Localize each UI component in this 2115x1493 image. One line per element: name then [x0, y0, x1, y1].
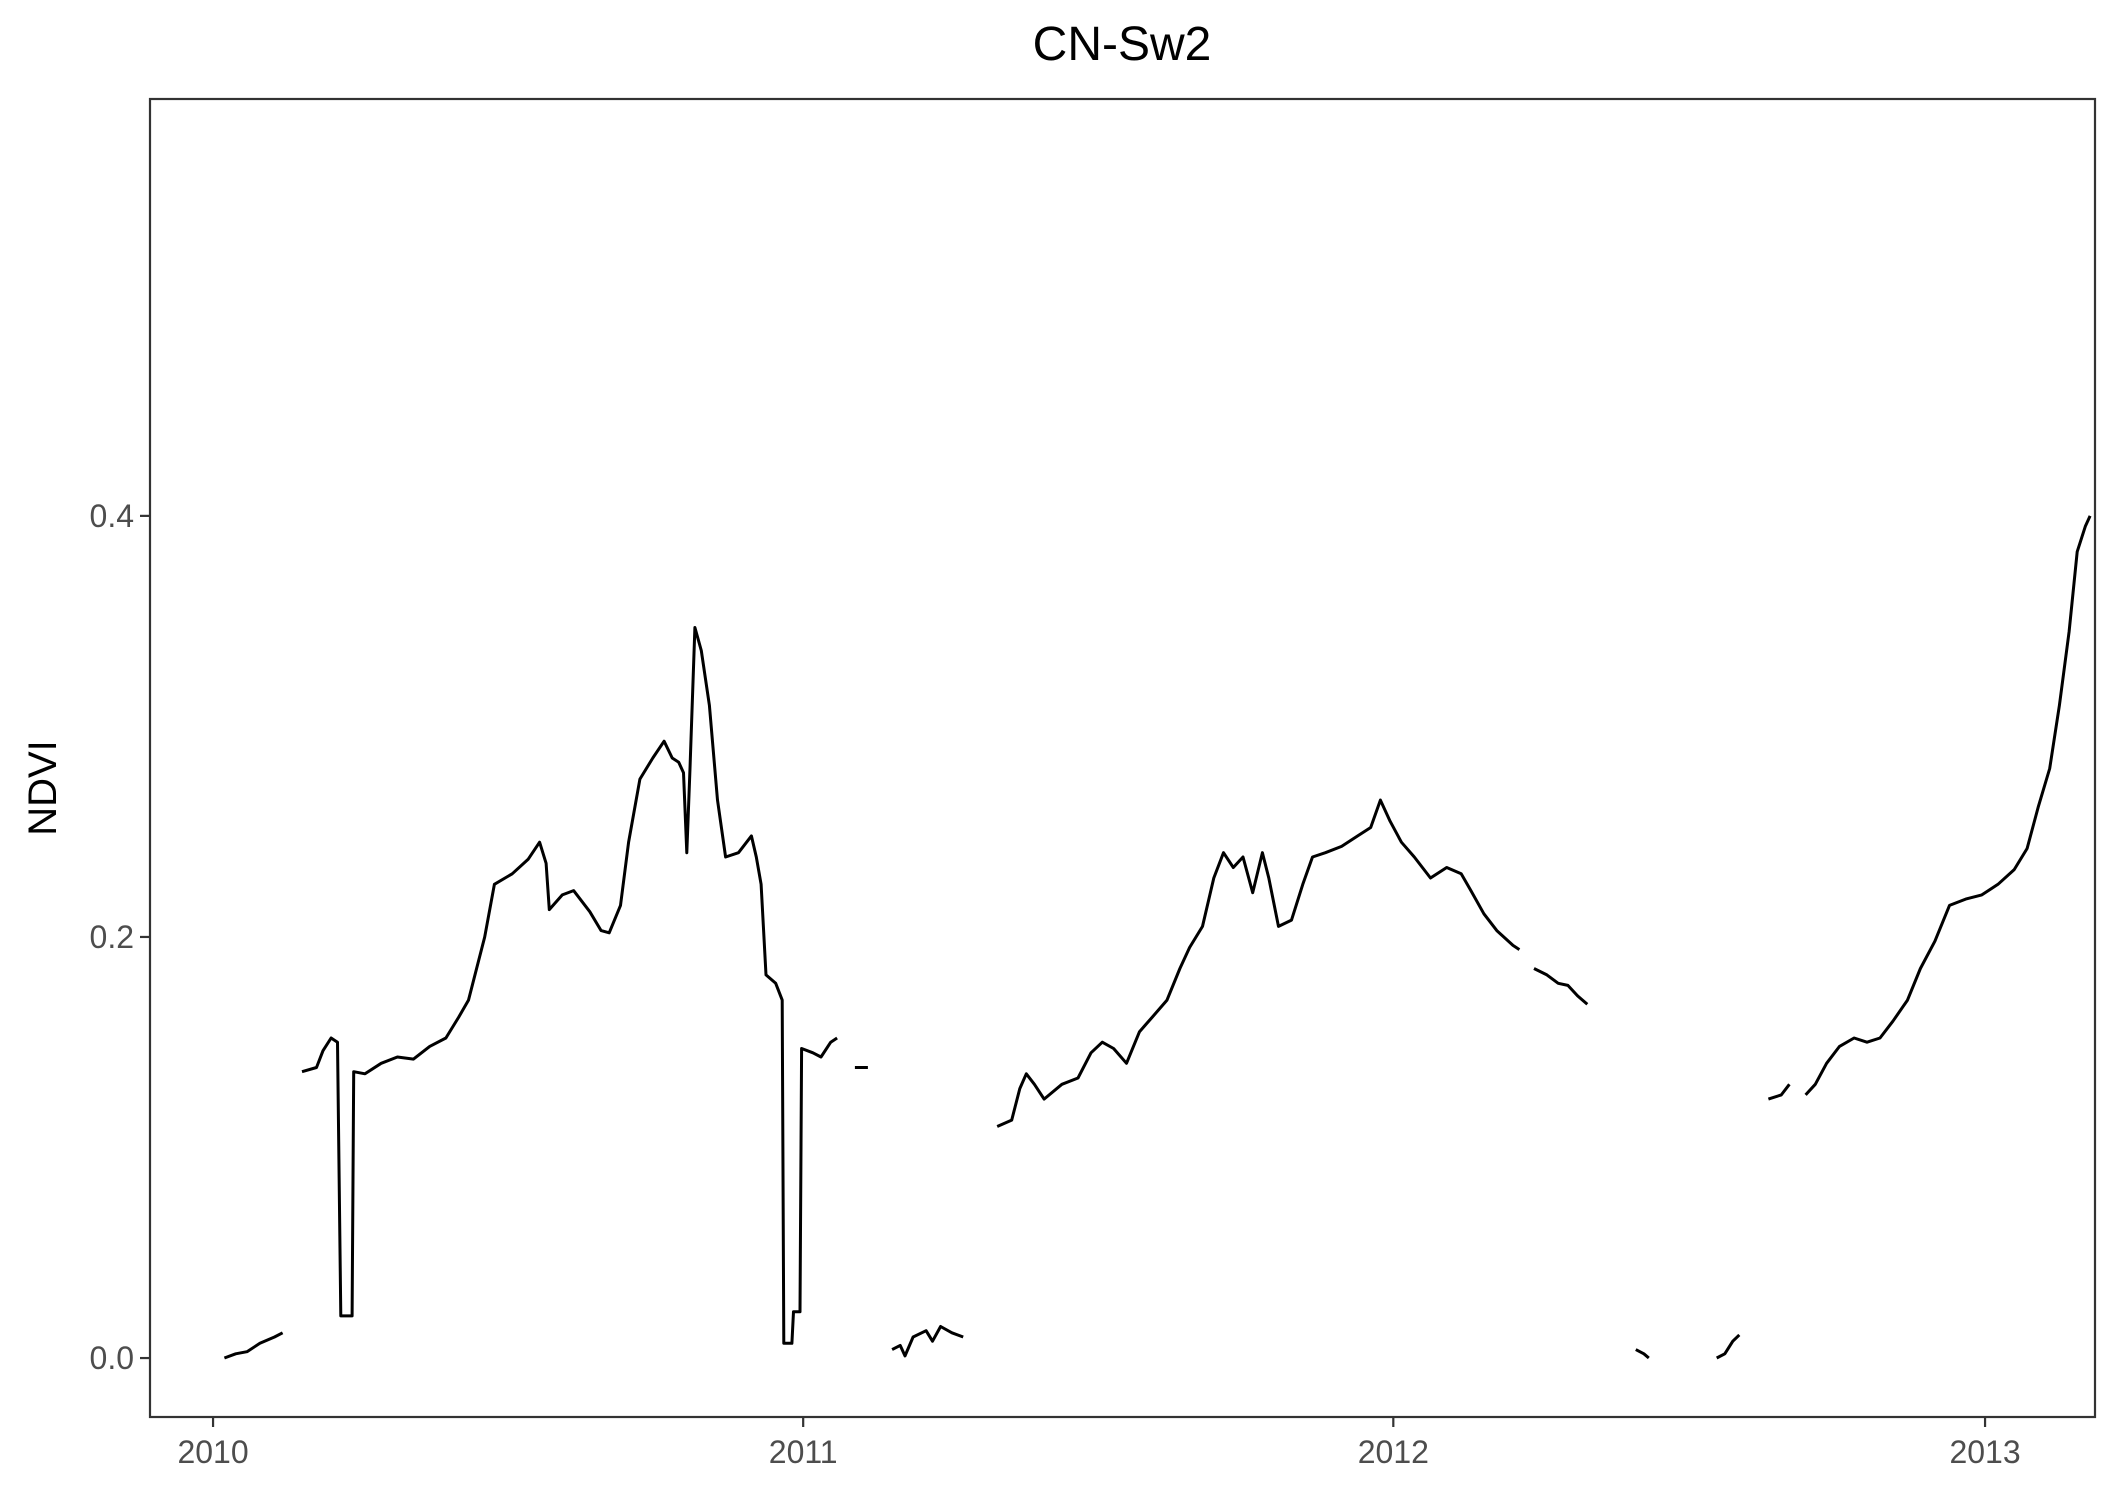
ndvi-line-segment	[301, 626, 838, 1345]
chart-title: CN-Sw2	[1033, 18, 1212, 71]
y-tick-label: 0.4	[90, 498, 134, 534]
y-axis-label: NDVI	[21, 740, 65, 836]
x-tick-label: 2010	[177, 1434, 248, 1470]
axes-layer: 2010 2011 2012 2013 0.0 0.2 0.4	[90, 498, 2021, 1470]
ndvi-line-segment	[996, 798, 1521, 1128]
x-tick-label: 2011	[769, 1434, 838, 1470]
ndvi-line-segment	[1533, 967, 1589, 1006]
ndvi-line-segment	[223, 1331, 284, 1360]
ndvi-line-segment	[1635, 1348, 1650, 1360]
series-layer	[223, 515, 2092, 1360]
ndvi-line-segment	[1804, 515, 2092, 1096]
y-tick-label: 0.0	[90, 1340, 134, 1376]
x-tick-label: 2013	[1949, 1434, 2020, 1470]
ndvi-line-segment	[1716, 1333, 1741, 1360]
plot-panel	[148, 97, 2097, 1419]
y-tick-label: 0.2	[90, 919, 134, 955]
ndvi-line-segment	[891, 1325, 964, 1358]
ndvi-line-segment	[1767, 1083, 1791, 1101]
x-tick-label: 2012	[1358, 1434, 1429, 1470]
